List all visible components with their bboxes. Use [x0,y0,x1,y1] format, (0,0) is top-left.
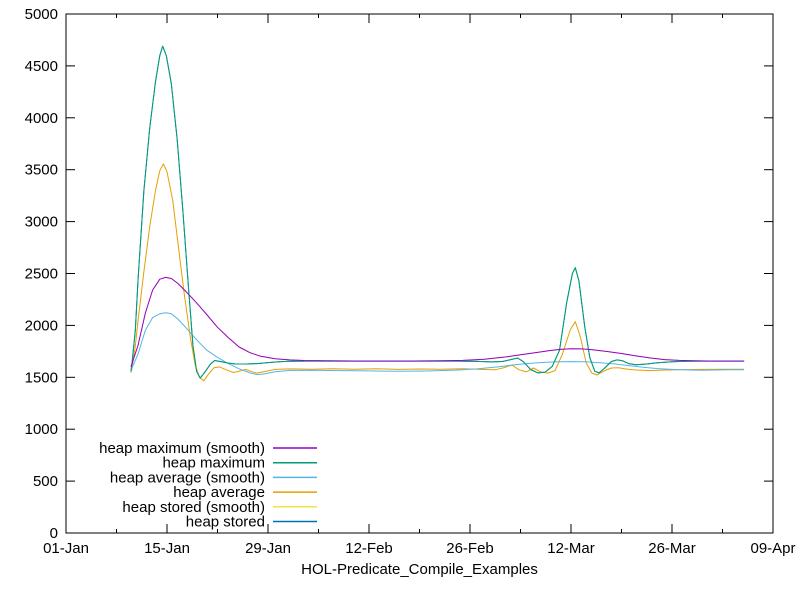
legend-label: heap average [173,484,265,501]
legend-label: heap stored [186,514,265,531]
y-tick-label: 4000 [25,110,58,127]
x-tick-label: 12-Feb [345,540,393,557]
x-tick-label: 01-Jan [43,540,89,557]
series-heap-maximum-smooth [130,276,745,368]
series-heap-stored-smooth [130,276,745,368]
x-tick-label: 15-Jan [144,540,190,557]
legend-label: heap maximum (smooth) [99,440,265,457]
y-tick-label: 500 [33,473,58,490]
y-tick-label: 3000 [25,214,58,231]
y-tick-label: 1500 [25,369,58,386]
x-tick-label: 12-Mar [547,540,595,557]
x-axis-label: HOL-Predicate_Compile_Examples [301,561,538,578]
legend-label: heap stored (smooth) [122,499,265,516]
y-tick-label: 0 [50,525,58,542]
y-tick-label: 4500 [25,58,58,75]
series-heap-maximum [130,45,745,379]
y-tick-label: 1000 [25,421,58,438]
series-heap-average-smooth [130,312,745,376]
y-tick-label: 2500 [25,266,58,283]
y-tick-label: 3500 [25,162,58,179]
x-tick-label: 26-Mar [648,540,696,557]
x-tick-label: 09-Apr [750,540,795,557]
x-tick-label: 29-Jan [245,540,291,557]
legend-label: heap average (smooth) [110,469,265,486]
series-heap-average [130,163,745,382]
y-tick-label: 2000 [25,317,58,334]
x-tick-label: 26-Feb [446,540,494,557]
legend-label: heap maximum [162,455,265,472]
y-tick-label: 5000 [25,6,58,23]
series-heap-stored [130,45,745,379]
